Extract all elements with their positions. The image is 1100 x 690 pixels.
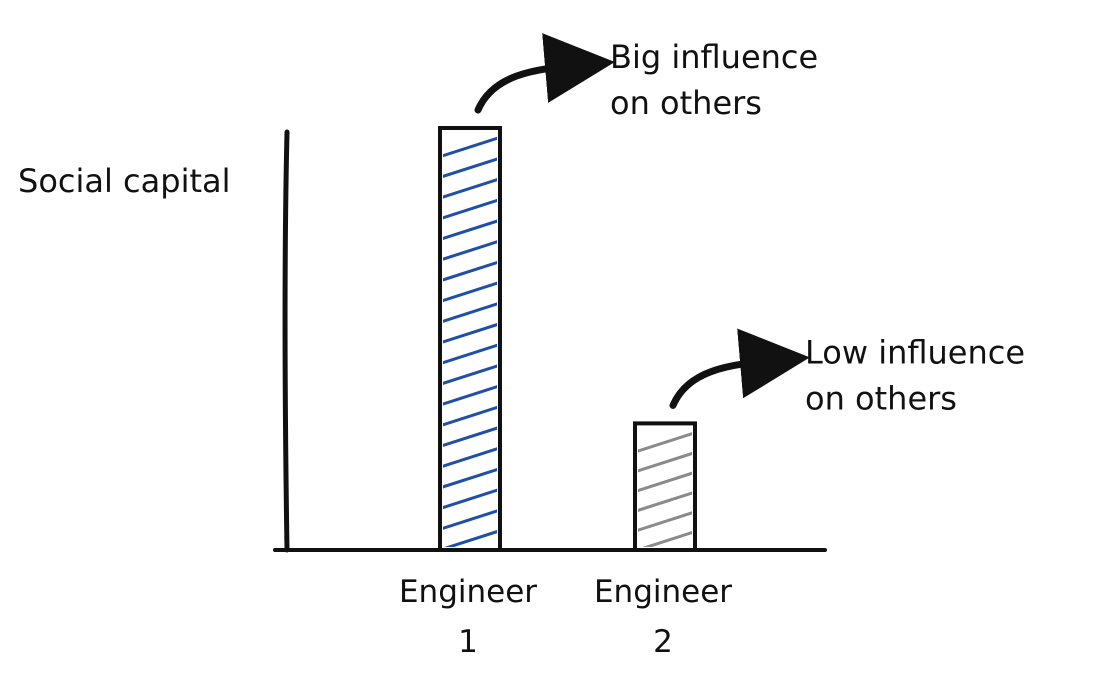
x-tick-label-engineer-1: Engineer 1 <box>399 574 537 660</box>
bar-engineer-1 <box>438 126 502 552</box>
hatch-line <box>443 447 497 468</box>
hatch-line <box>642 530 692 547</box>
hatch-line <box>443 136 497 158</box>
annotation-text-2: Low influence on others <box>805 333 1025 417</box>
hatch-line <box>443 178 497 199</box>
hatch-line <box>443 364 497 385</box>
hatch-line <box>638 491 692 512</box>
hatch-line <box>443 385 497 406</box>
hatch-line <box>443 323 497 344</box>
hatch-line <box>443 509 497 530</box>
bar-hatching-2 <box>638 432 692 547</box>
hatch-line <box>443 198 497 220</box>
hatch-line <box>638 451 692 473</box>
hatch-line <box>443 488 497 510</box>
hatch-line <box>443 260 497 282</box>
hatch-line <box>443 157 497 178</box>
hatch-line <box>443 343 497 365</box>
hatch-line <box>443 302 497 323</box>
hatch-line <box>638 432 692 453</box>
hatch-line <box>638 471 692 493</box>
annotation-arrow-1 <box>474 33 615 114</box>
bar-hatching-1 <box>443 136 497 547</box>
x-tick-label-engineer-2: Engineer 2 <box>594 574 732 660</box>
hatch-line <box>444 530 497 547</box>
hatch-line <box>443 240 497 261</box>
annotation-arrow-2 <box>669 328 810 409</box>
annotation-text-1: Big influence on others <box>610 38 818 122</box>
hatch-line <box>443 426 497 448</box>
hatch-line <box>443 405 497 427</box>
hatch-line <box>443 219 497 241</box>
bar-engineer-2 <box>633 421 697 552</box>
y-axis-label: Social capital <box>18 162 231 200</box>
hatch-line <box>443 467 497 489</box>
hatch-line <box>638 511 692 532</box>
hatch-line <box>443 281 497 303</box>
y-axis <box>282 129 290 553</box>
